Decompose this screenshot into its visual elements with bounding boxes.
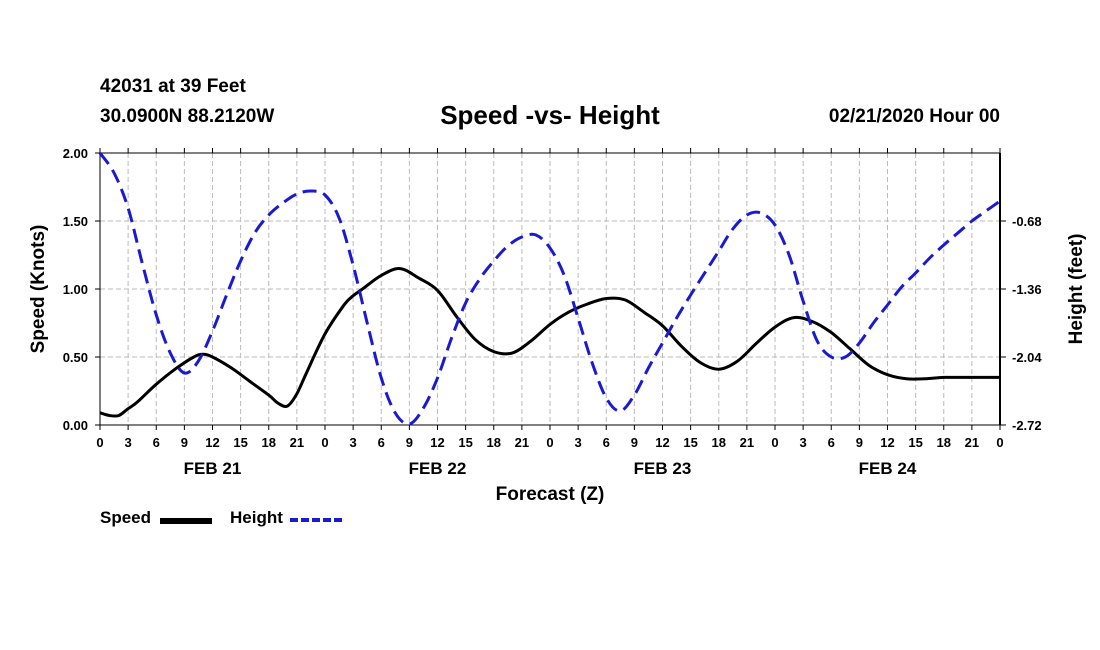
x-tick-label: 0 [996,435,1003,450]
x-tick-label: 18 [262,435,276,450]
y-axis-title: Speed (Knots) [28,225,49,354]
date-label: FEB 21 [184,459,242,478]
x-tick-label: 0 [546,435,553,450]
station-label: 42031 at 39 Feet [100,76,246,97]
series [98,152,1001,426]
x-tick-label: 3 [575,435,582,450]
x-tick-label: 15 [683,435,697,450]
x-tick-label: 0 [771,435,778,450]
x-tick-label: 6 [603,435,610,450]
x-tick-label: 6 [378,435,385,450]
y2-axis-title: Height (feet) [1066,234,1087,345]
y2-tick-label: -2.04 [1012,350,1042,365]
forecast-date: 02/21/2020 Hour 00 [828,106,1000,127]
y2-tick-label: -1.36 [1012,282,1042,297]
x-tick-label: 12 [430,435,444,450]
y2-tick-label: -0.68 [1012,214,1042,229]
x-tick-label: 21 [515,435,529,450]
x-tick-label: 21 [965,435,979,450]
x-tick-label: 6 [153,435,160,450]
y-tick-label: 1.50 [63,214,88,229]
x-tick-label: 12 [880,435,894,450]
x-tick-label: 3 [800,435,807,450]
x-tick-label: 3 [125,435,132,450]
y-tick-label: 2.00 [63,146,88,161]
height-series-line [98,152,1001,426]
date-label: FEB 24 [859,459,917,478]
x-tick-label: 15 [233,435,247,450]
x-tick-label: 9 [406,435,413,450]
grid [100,153,1000,425]
legend-speed-swatch [160,518,212,524]
x-tick-label: 0 [96,435,103,450]
x-tick-label: 3 [350,435,357,450]
x-tick-label: 18 [487,435,501,450]
y-tick-label: 0.50 [63,350,88,365]
x-tick-label: 6 [828,435,835,450]
x-tick-label: 9 [856,435,863,450]
legend-height-label: Height [230,508,283,527]
x-tick-label: 18 [937,435,951,450]
x-tick-label: 21 [740,435,754,450]
x-tick-label: 9 [181,435,188,450]
location-label: 30.0900N 88.2120W [100,106,275,127]
y-tick-label: 0.00 [63,418,88,433]
x-tick-label: 15 [908,435,922,450]
date-label: FEB 22 [409,459,467,478]
legend-speed-label: Speed [100,508,152,527]
x-tick-label: 12 [205,435,219,450]
x-tick-label: 18 [712,435,726,450]
x-axis-title: Forecast (Z) [496,484,605,505]
x-tick-label: 9 [631,435,638,450]
y-tick-label: 1.00 [63,282,88,297]
y2-tick-label: -2.72 [1012,418,1042,433]
x-tick-label: 21 [290,435,304,450]
legend-height-swatch [290,518,342,522]
x-tick-label: 12 [655,435,669,450]
x-tick-label: 0 [321,435,328,450]
x-tick-label: 15 [458,435,472,450]
date-label: FEB 23 [634,459,692,478]
chart-title: Speed -vs- Height [440,100,660,130]
axes: 0 3 6 9 12 15 18 21 0 3 6 9 12 15 18 21 0 3 6 9 12 15 18 21 0 3 6 9… [63,146,1043,478]
speed-series-line [99,267,1000,418]
